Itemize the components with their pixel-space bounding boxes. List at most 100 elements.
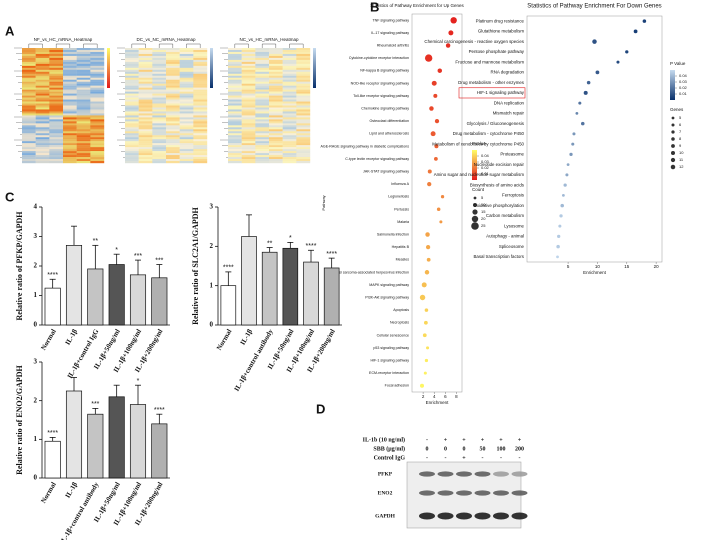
heatmap-cell [228,63,242,67]
heatmap-cell [90,67,105,71]
heatmap-cell [125,83,139,86]
heatmap-cell [228,143,242,146]
heatmap-cell [269,65,283,69]
pathway-label: Cytokine-cytokine receptor interaction [349,56,409,60]
heatmap-cell [179,153,194,156]
blot-band [456,512,472,520]
heatmap-cell [296,67,311,71]
heatmap-cell [255,83,270,86]
bar [151,277,168,326]
heatmap-cell [63,139,77,142]
heatmap-cell [49,63,64,67]
pathway-label: Glutathione metabolism [478,29,524,34]
heatmap-cell [282,55,297,59]
heatmap-cell [125,81,139,84]
heatmap-cell [269,157,283,160]
heatmap-cell [22,121,36,124]
heatmap-cell [22,133,36,136]
heatmap-cell [269,97,283,100]
pathway-label: NF-kappa B signaling pathway [360,69,409,73]
heatmap-cell [179,161,194,164]
heatmap-cell [35,95,50,98]
heatmap-cell [49,67,64,71]
heatmap-cell [166,111,180,114]
heatmap-cell [22,81,36,84]
heatmap-cell [269,57,283,61]
heatmap-cell [90,93,105,96]
heatmap-cell [241,121,256,124]
heatmap-cell [269,139,283,142]
dot [425,244,431,250]
significance: **** [306,243,317,250]
heatmap-cell [90,49,105,53]
dot [556,244,560,249]
heatmap-cell [49,119,64,122]
heatmap-cell [152,51,167,55]
bar [220,285,237,326]
heatmap-cell [90,123,105,126]
dot [445,43,451,48]
heatmap-cell [76,75,91,78]
heatmap-cell [241,125,256,128]
heatmap-cell [296,147,311,150]
heatmap-cell [282,161,297,164]
heatmap-cell [125,155,139,158]
heatmap-cell [228,111,242,114]
heatmap-cell [269,51,283,55]
heatmap-cell [138,115,153,118]
heatmap-cell [179,147,194,150]
heatmap-cell [63,87,77,90]
pathway-label: Carbon metabolism [486,213,524,218]
treatment-label: Control IgG [374,455,406,461]
heatmap-cell [63,97,77,100]
heatmap-cell [296,115,311,118]
heatmap-cell [296,113,311,116]
legend-dot [671,144,675,148]
heatmap-cell [152,71,167,74]
heatmap-cell [296,63,311,67]
heatmap-cell [282,121,297,124]
heatmap-cell [282,65,297,69]
heatmap-cell [166,133,180,136]
heatmap-cell [63,63,77,67]
heatmap-cell [282,87,297,90]
heatmap-cell [35,155,50,158]
heatmap-cell [49,49,64,53]
heatmap-cell [138,81,153,84]
heatmap-cell [228,81,242,84]
heatmap-cell [138,139,153,142]
heatmap-cell [35,141,50,144]
heatmap-cell [76,153,91,156]
heatmap-cell [35,131,50,134]
y-axis-label: Relative ratio of ENO2/GAPDH [15,364,24,474]
heatmap-cell [282,157,297,160]
heatmap-cell [296,135,311,138]
heatmap-cell [90,139,105,142]
pathway-label: JAK-STAT signaling pathway [363,169,409,173]
heatmap-cell [125,115,139,118]
heatmap-cell [166,89,180,92]
x-tick-label: Normal [215,328,233,352]
heatmap-cell [138,121,153,124]
heatmap-cell [76,145,91,148]
heatmap-cell [179,143,194,146]
heatmap-cell [22,115,36,118]
legend-dot [473,203,477,207]
heatmap-cell [63,137,77,140]
heatmap-cell [35,97,50,100]
treatment-value: 0 [426,446,429,452]
dot [424,358,429,363]
blot-band [511,471,528,477]
heatmap-cell [138,127,153,130]
heatmap-cell [138,48,153,51]
heatmap-cell [282,73,297,76]
heatmap-cell [35,149,50,152]
heatmap-cell [63,159,77,162]
dot [592,39,597,44]
heatmap-cell [255,111,270,114]
heatmap-cell [179,61,194,65]
heatmap-cell [76,135,91,138]
heatmap-cell [90,103,105,106]
pathway-label: Fructose and mannose metabolism [455,59,524,64]
heatmap-cell [296,119,311,122]
